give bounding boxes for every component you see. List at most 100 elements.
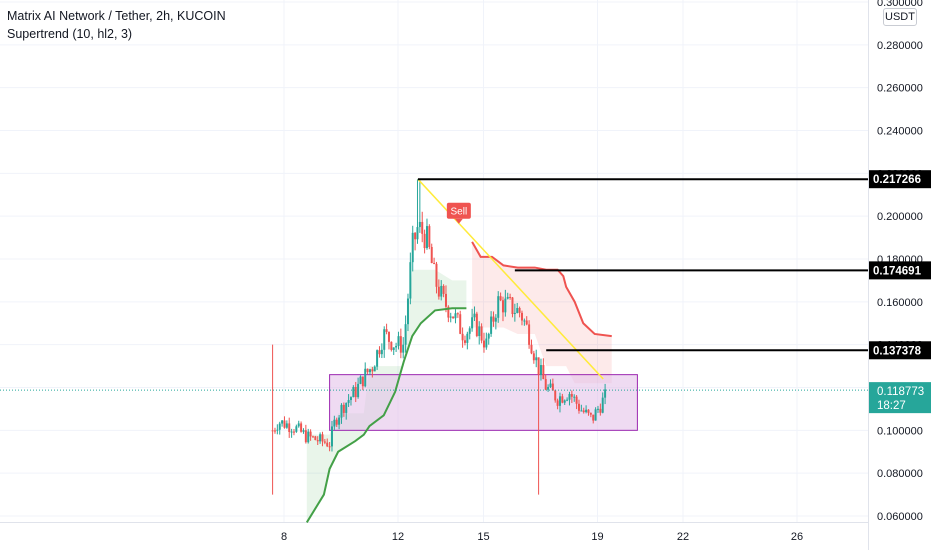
candle-body <box>461 333 464 341</box>
sell-signal-pointer <box>454 218 463 224</box>
candle-body <box>509 296 512 298</box>
candle-body <box>383 329 386 350</box>
candle-body <box>444 293 447 307</box>
candle-body <box>428 226 431 247</box>
candle-body <box>594 409 597 421</box>
candle-body <box>473 313 476 318</box>
candle-body <box>281 420 284 424</box>
candle-body <box>494 317 497 322</box>
candle-body <box>482 340 485 348</box>
candle-body <box>506 296 509 299</box>
candle-body <box>530 344 533 354</box>
candle-body <box>409 262 412 299</box>
candle-body <box>300 423 303 432</box>
candle-body <box>316 440 319 442</box>
price-level-tag <box>869 341 931 360</box>
candle-body <box>288 423 291 432</box>
candle-body <box>347 400 350 403</box>
candle-body <box>273 430 276 432</box>
candle-body <box>414 232 417 240</box>
candle-body <box>459 314 462 334</box>
candle-body <box>518 307 521 313</box>
candle-body <box>513 312 516 315</box>
candle-body <box>468 328 471 334</box>
candle-body <box>364 368 367 387</box>
candle-body <box>537 357 540 375</box>
y-tick-label: 0.200000 <box>877 211 923 223</box>
candle-body <box>330 426 333 447</box>
candle-body <box>373 366 376 372</box>
candle-body <box>271 430 274 432</box>
candle-body <box>380 349 383 355</box>
candle-body <box>592 414 595 421</box>
candle-body <box>475 313 478 337</box>
candle-body <box>404 324 407 345</box>
candle-body <box>430 246 433 264</box>
candle-body <box>442 285 445 294</box>
candle-body <box>532 353 535 361</box>
candle-body <box>544 379 547 390</box>
x-tick-label: 12 <box>392 531 404 543</box>
candle-body <box>307 431 310 443</box>
candle-body <box>582 410 585 413</box>
x-axis-labels: 8 12 15 19 22 26 <box>281 531 803 543</box>
supertrend-line-up <box>305 307 467 523</box>
candle-body <box>328 446 331 448</box>
price-level-label: 0.217266 <box>873 174 921 186</box>
candle-body <box>433 263 436 265</box>
candle-body <box>563 400 566 403</box>
candle-body <box>440 285 443 297</box>
x-tick-label: 26 <box>791 531 803 543</box>
y-tick-label: 0.260000 <box>877 83 923 95</box>
candle-body <box>575 396 578 404</box>
candle-body <box>411 232 414 263</box>
candle-body <box>385 329 388 332</box>
candle-body <box>416 227 419 240</box>
y-tick-label: 0.060000 <box>877 511 923 523</box>
candle-body <box>520 312 523 321</box>
candle-body <box>437 286 440 297</box>
y-tick-label: 0.300000 <box>877 0 923 9</box>
candle-body <box>285 423 288 428</box>
candle-body <box>304 430 307 443</box>
candle-body <box>549 383 552 387</box>
candle-body <box>561 396 564 403</box>
candle-body <box>580 410 583 412</box>
candle-body <box>335 419 338 425</box>
candle-body <box>558 396 561 406</box>
candle-body <box>366 368 369 373</box>
x-tick-label: 15 <box>477 531 489 543</box>
y-tick-label: 0.280000 <box>877 40 923 52</box>
candle-body <box>292 431 295 433</box>
candle-body <box>378 350 381 355</box>
candle-body <box>354 386 357 398</box>
candle-body <box>542 365 545 380</box>
currency-button[interactable]: USDT <box>883 8 917 26</box>
indicator-label[interactable]: Supertrend (10, hl2, 3) <box>7 27 133 41</box>
candle-body <box>554 390 557 401</box>
candle-body <box>566 399 569 401</box>
price-level-tag <box>869 261 931 280</box>
candle-body <box>585 409 588 413</box>
x-tick-label: 22 <box>677 531 689 543</box>
last-price-tag <box>869 382 931 414</box>
price-level-label: 0.174691 <box>873 265 922 277</box>
candle-body <box>485 338 488 348</box>
x-tick-label: 8 <box>281 531 287 543</box>
candle-body <box>480 326 483 341</box>
candle-body <box>573 396 576 398</box>
candle-body <box>359 376 362 384</box>
candle-body <box>392 347 395 350</box>
candle-body <box>276 429 279 431</box>
candle-body <box>456 313 459 315</box>
price-level-label: 0.137378 <box>873 345 922 357</box>
candle-body <box>497 296 500 318</box>
candle-body <box>342 404 345 413</box>
candle-body <box>449 316 452 318</box>
y-tick-label: 0.240000 <box>877 126 923 138</box>
candle-body <box>323 441 326 443</box>
candle-body <box>577 403 580 411</box>
y-tick-label: 0.080000 <box>877 468 923 480</box>
candle-body <box>297 423 300 427</box>
